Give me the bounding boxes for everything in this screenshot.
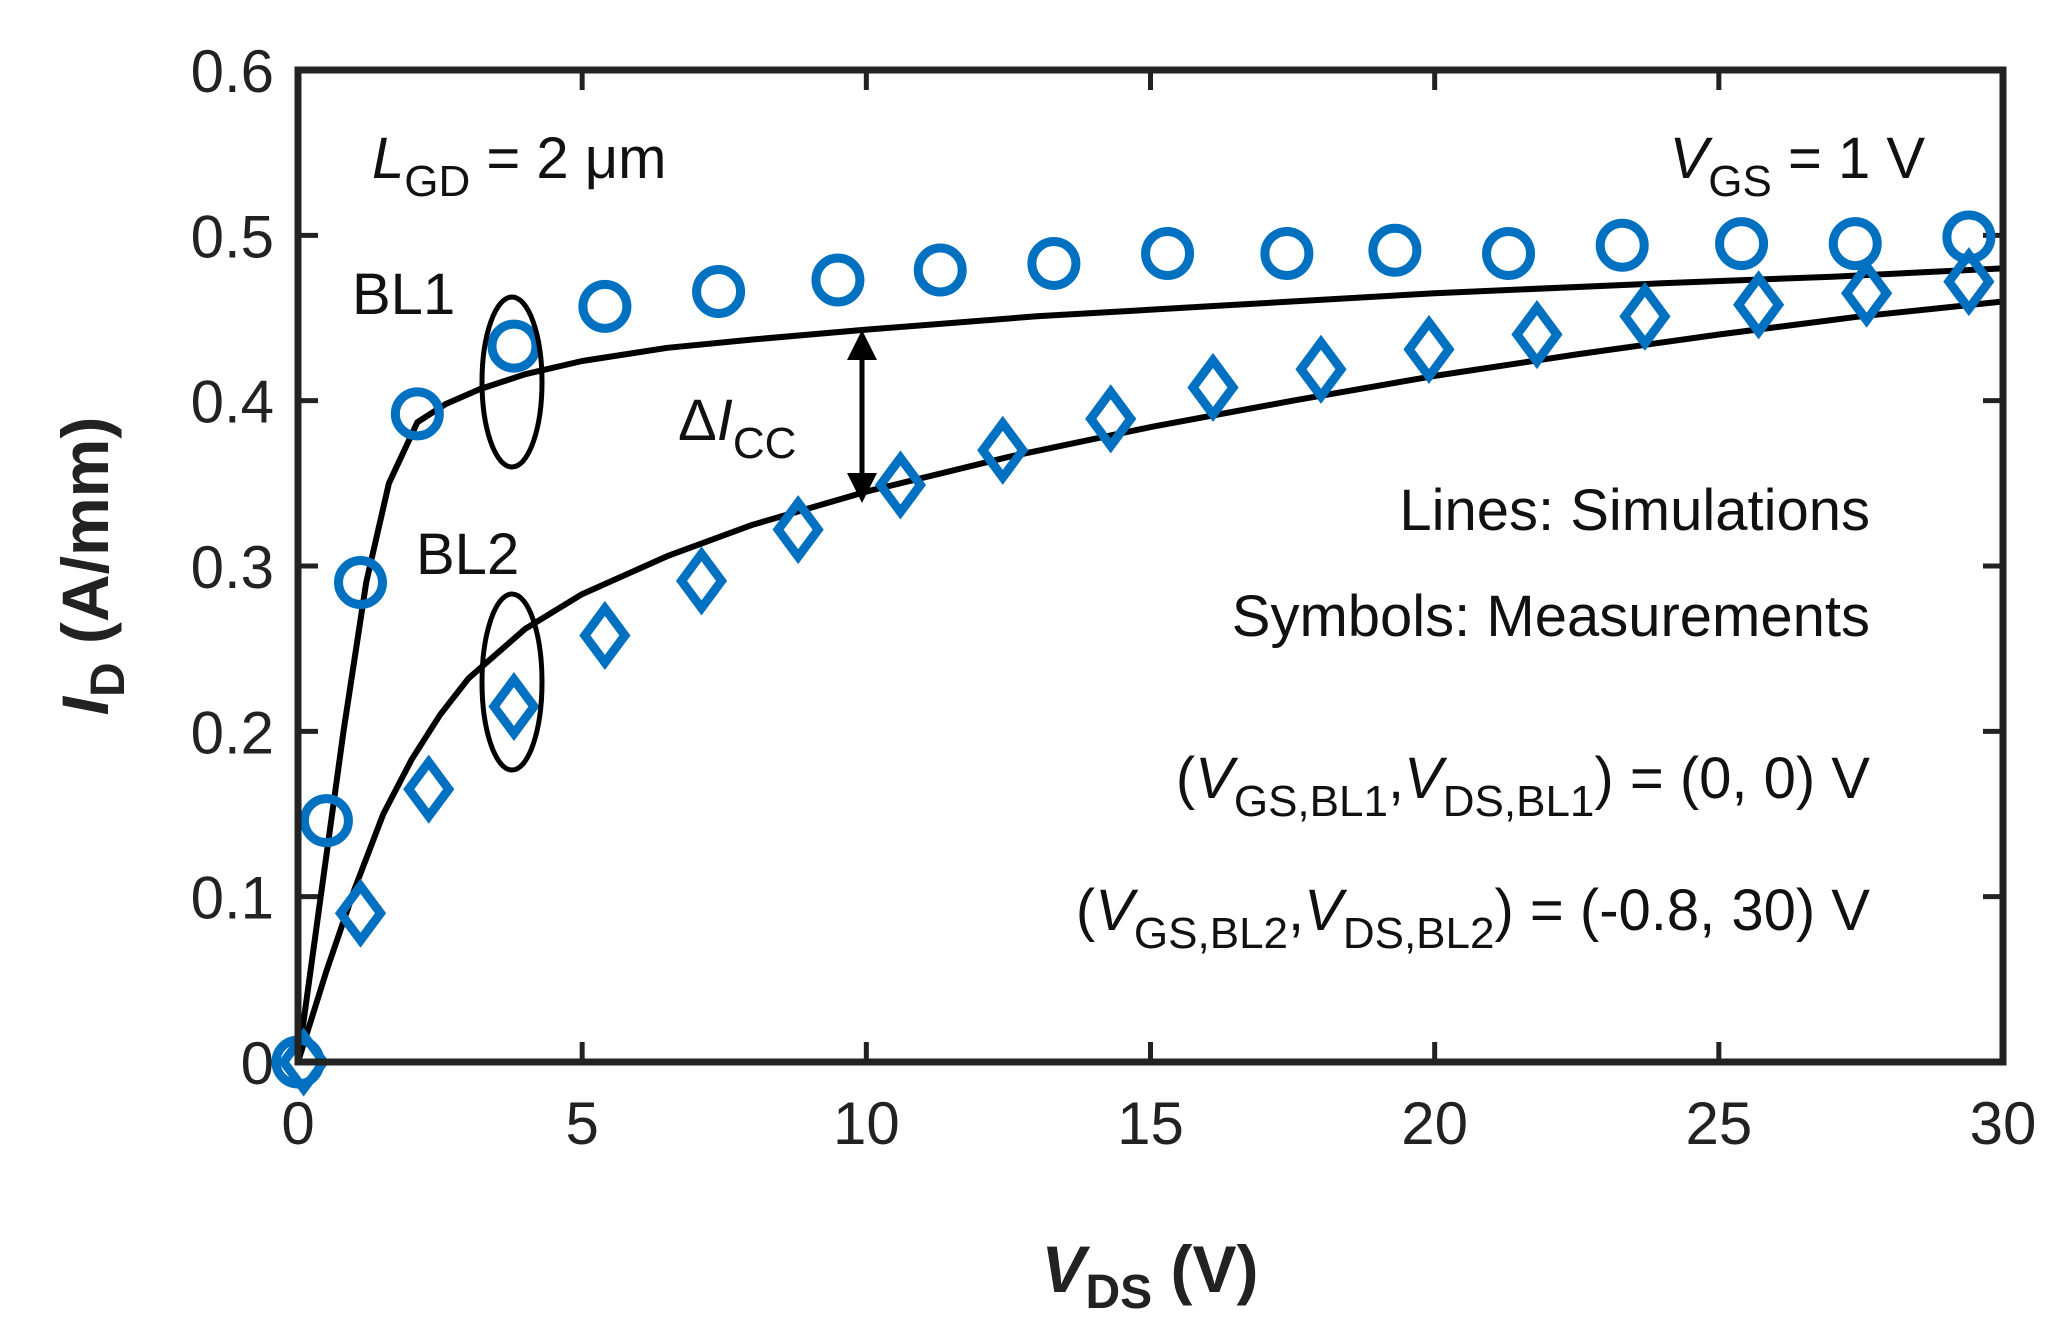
bl1-measurement-point: [811, 253, 865, 307]
vgs-annotation: VGS = 1 V: [1670, 126, 1926, 206]
x-tick-label: 25: [1685, 1090, 1752, 1157]
bl2-measurement-point: [1511, 299, 1563, 370]
bl2-measurement-point: [1619, 281, 1671, 351]
bias-bl2-note: (VGS,BL2,VDS,BL2) = (-0.8, 30) V: [1076, 878, 1870, 958]
y-tick-label: 0.5: [191, 203, 274, 270]
bl2-measurement-point: [977, 415, 1029, 485]
y-tick-label: 0.2: [191, 699, 274, 766]
bl2-measurement-point: [1733, 270, 1785, 340]
measurement-markers: [271, 210, 1996, 1097]
bl2-measurement-point: [1295, 334, 1347, 404]
x-tick-label: 10: [833, 1090, 900, 1157]
bl2-simulation-line: [295, 298, 2004, 1063]
bl1-measurement-point: [1828, 217, 1882, 271]
bl1-ellipse: [479, 294, 545, 470]
lgd-annotation: LGD = 2 μm: [372, 126, 666, 206]
bl1-measurement-point: [913, 243, 967, 297]
bl1-measurement-point: [390, 387, 444, 441]
x-tick-label: 20: [1401, 1090, 1468, 1157]
bl1-measurement-point: [1482, 227, 1536, 281]
bl2-measurement-point: [874, 450, 927, 520]
bl1-measurement-point: [1368, 223, 1422, 277]
delta-icc-label: ΔICC: [678, 388, 796, 468]
bias-bl1-note: (VGS,BL1,VDS,BL1) = (0, 0) V: [1176, 746, 1870, 826]
x-tick-label: 15: [1117, 1090, 1184, 1157]
x-tick-label: 5: [565, 1090, 598, 1157]
plot-frame: [294, 66, 2007, 1066]
bl1-measurement-point: [578, 279, 632, 333]
bl2-label: BL2: [416, 522, 519, 587]
bl2-measurement-point: [1840, 258, 1893, 328]
bl2-measurement-point: [675, 546, 728, 616]
bl2-measurement-point: [1943, 247, 1995, 317]
bl2-measurement-point: [403, 754, 455, 824]
y-tick-label: 0: [241, 1030, 274, 1097]
bl1-measurement-point: [1027, 236, 1081, 290]
y-tick-label: 0.3: [191, 534, 274, 601]
bl2-measurement-point: [278, 1027, 330, 1097]
bl1-measurement-point: [1260, 227, 1314, 281]
y-axis-title: ID (A/mm): [48, 417, 135, 716]
bl1-measurement-point: [692, 265, 746, 319]
lines-note: Lines: Simulations: [1399, 478, 1870, 543]
bl1-label: BL1: [352, 262, 455, 327]
simulation-lines: [295, 265, 2004, 1063]
tick-labels: 0 5 10 15 20 25 30 0 0.1 0.2 0.3 0.4 0.5 0.6: [191, 38, 2037, 1157]
bl1-measurement-point: [1715, 217, 1769, 271]
x-tick-label: 30: [1970, 1090, 2037, 1157]
x-axis-title: VDS (V): [1041, 1232, 1258, 1319]
bl2-measurement-point: [772, 495, 824, 565]
bl2-measurement-point: [488, 671, 540, 742]
y-tick-label: 0.1: [191, 865, 274, 932]
bl1-measurement-point: [299, 794, 353, 848]
symbols-note: Symbols: Measurements: [1232, 584, 1870, 649]
x-tick-label: 0: [281, 1090, 314, 1157]
bl1-simulation-line: [295, 265, 2004, 1063]
bl2-measurement-point: [334, 878, 387, 948]
bl1-measurement-point: [487, 319, 541, 373]
bl1-measurement-point: [334, 556, 388, 610]
bl1-measurement-point: [1595, 218, 1649, 272]
bl2-measurement-point: [1187, 352, 1239, 423]
y-tick-label: 0.6: [191, 38, 274, 105]
bl2-measurement-point: [1085, 384, 1137, 454]
bl1-measurement-point: [1141, 227, 1195, 281]
y-tick-label: 0.4: [191, 369, 274, 436]
bl2-measurement-point: [1403, 314, 1455, 384]
bl2-measurement-point: [579, 600, 631, 671]
bl2-ellipse: [479, 591, 545, 773]
